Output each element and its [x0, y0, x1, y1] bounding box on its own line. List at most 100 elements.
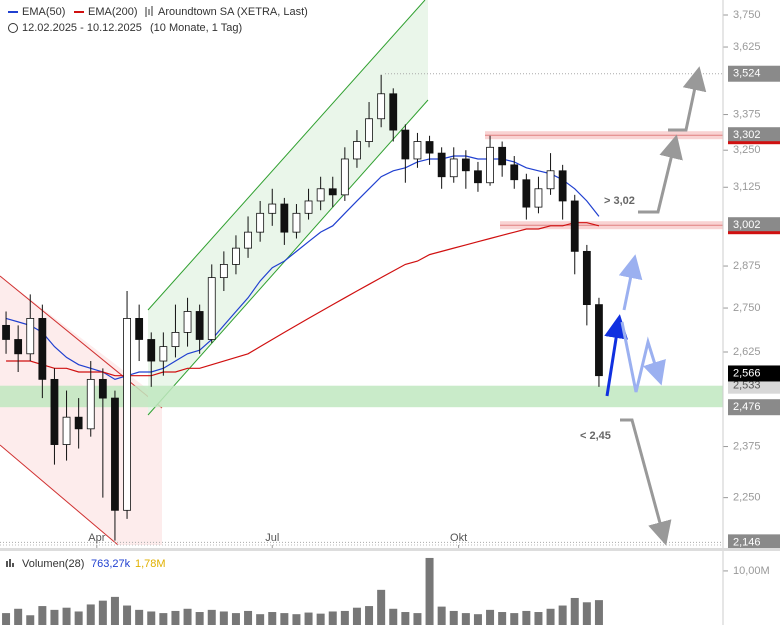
arrow: [638, 134, 683, 214]
candle-body: [328, 188, 337, 196]
y-tick-label: 3,625: [733, 41, 761, 53]
candle-body: [340, 158, 349, 196]
volume-bar: [534, 612, 543, 625]
volume-bar: [123, 605, 132, 625]
candle-body: [38, 318, 47, 380]
volume-bar: [316, 613, 325, 625]
level-badge-accent: [728, 141, 780, 145]
ema-line: [6, 222, 600, 377]
candle-body: [304, 200, 313, 214]
candle-body: [26, 318, 35, 355]
level-label: 2,476: [733, 401, 761, 413]
candle-body: [353, 141, 361, 160]
volume-bar: [98, 600, 107, 625]
volume-bar: [280, 613, 289, 625]
volume-bar: [340, 610, 349, 625]
volume-bar: [437, 606, 446, 625]
volume-bar: [219, 611, 228, 625]
volume-bar: [147, 611, 156, 625]
volume-bar: [26, 615, 35, 625]
volume-bar: [62, 607, 71, 625]
level-label: 2,566: [733, 367, 761, 379]
volume-bar: [473, 614, 482, 625]
level-badge: [728, 217, 780, 234]
candle-body: [244, 231, 252, 249]
y-tick-label: 3,250: [733, 144, 761, 156]
volume-bar: [377, 589, 386, 625]
candle-body: [171, 332, 180, 348]
candle-body: [280, 203, 289, 233]
volume-bar: [14, 608, 23, 625]
candle-body: [123, 318, 131, 511]
candle-body: [522, 179, 531, 208]
arrow: [668, 66, 707, 132]
volume-bar: [449, 610, 458, 625]
candle-body: [389, 93, 398, 131]
volume-bar: [413, 613, 422, 625]
annotation: > 3,02: [604, 195, 635, 207]
volume-bar: [135, 609, 144, 625]
level-badge: [728, 127, 780, 144]
down-channel-fill: [0, 276, 162, 545]
candle-body: [2, 324, 10, 340]
legend-label: EMA(50): [22, 6, 65, 18]
volume-icon: [6, 559, 14, 567]
candle-body: [195, 311, 204, 340]
candle-icon: [145, 6, 153, 17]
candle-body: [207, 277, 216, 340]
candle-body: [256, 212, 265, 233]
candle-body: [159, 346, 168, 362]
candle-body: [570, 200, 579, 252]
legend-label: EMA(200): [88, 6, 138, 18]
panel-separator: [0, 548, 780, 551]
candle-body: [474, 170, 482, 184]
volume-bar: [352, 607, 361, 625]
candle-body: [498, 146, 507, 166]
candle-body: [268, 203, 277, 214]
level-label: 3,002: [733, 219, 761, 231]
candle-body: [62, 416, 71, 445]
level-badge: [728, 377, 780, 394]
volume-bar: [425, 557, 434, 625]
candle-body: [74, 416, 83, 430]
volume-bar: [570, 597, 579, 625]
candle-body: [401, 129, 410, 160]
volume-bar: [461, 613, 470, 625]
y-tick-label: 3,125: [733, 181, 761, 193]
arrow: [620, 321, 666, 393]
arrow: [604, 314, 628, 397]
volume-bar: [231, 613, 240, 625]
volume-bar: [74, 611, 83, 625]
level-label: 2,146: [733, 536, 761, 548]
clock-icon: [8, 23, 18, 33]
y-tick-label: 2,625: [733, 346, 761, 358]
volume-bar: [159, 613, 168, 625]
volume-bar: [110, 596, 119, 625]
down-channel-line: [0, 444, 119, 546]
x-tick-label: Jul: [265, 532, 279, 544]
candle-body: [437, 152, 446, 178]
volume-bar: [582, 602, 591, 625]
level-badge-accent: [728, 231, 780, 235]
candle-body: [558, 170, 567, 202]
annotation: < 2,45: [580, 430, 611, 442]
x-tick-label: Okt: [450, 532, 467, 544]
candle-body: [98, 378, 107, 399]
candle-body: [292, 212, 301, 233]
volume-bar: [207, 609, 216, 625]
arrow: [620, 418, 672, 546]
level-badge: [728, 65, 780, 82]
candle-body: [582, 250, 591, 306]
level-label: 2,533: [733, 380, 761, 392]
volume-tick-label: 10,00M: [733, 565, 770, 577]
period: (10 Monate, 1 Tag): [150, 22, 242, 34]
volume-bar: [522, 610, 531, 625]
volume-average: 763,27k: [91, 558, 131, 570]
level-label: 3,302: [733, 129, 761, 141]
volume-bar: [268, 612, 277, 625]
candle-body: [111, 397, 119, 511]
volume-title: Volumen(28): [22, 558, 84, 570]
volume-bar: [2, 613, 11, 625]
volume-bar: [389, 608, 398, 625]
